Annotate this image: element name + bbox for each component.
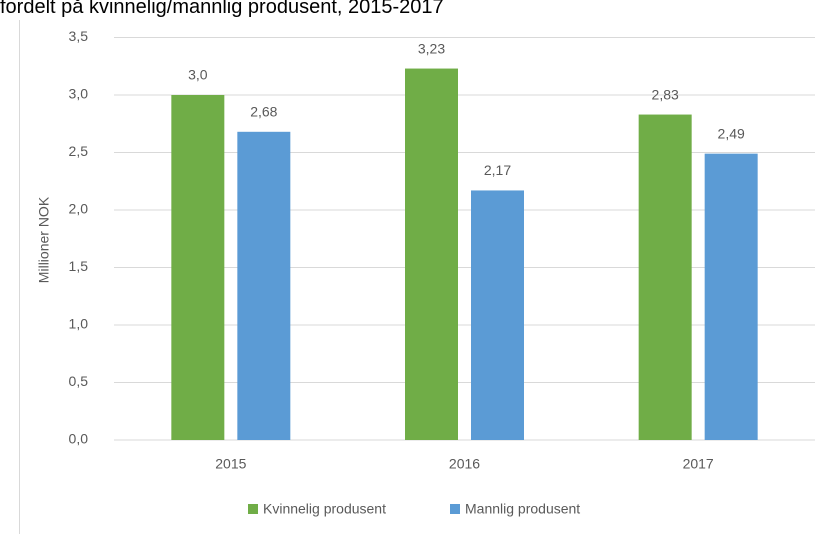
bar [638,114,692,441]
y-tick-label: 1,5 [69,258,89,274]
chart-title: fordelt på kvinnelig/mannlig produsent, … [0,0,444,18]
y-tick-label: 3,5 [69,28,89,44]
data-label: 2,49 [718,125,745,141]
bar [471,190,524,440]
y-tick-label: 0,0 [69,431,89,447]
bar [237,131,291,441]
y-axis-label: Millioner NOK [36,196,52,283]
x-tick-label: 2017 [683,456,714,472]
y-tick-label: 2,5 [69,143,89,159]
data-label: 3,23 [418,40,445,56]
data-label: 2,68 [250,104,277,120]
x-tick-label: 2016 [449,456,480,472]
legend-label: Mannlig produsent [465,501,580,517]
legend-swatch [450,504,460,514]
y-tick-label: 1,0 [69,316,89,332]
y-tick-label: 2,0 [69,201,89,217]
bar [171,95,225,440]
y-tick-label: 0,5 [69,373,89,389]
data-label: 2,17 [484,162,511,178]
bar [704,153,758,440]
legend-label: Kvinnelig produsent [263,501,386,517]
legend-swatch [248,504,258,514]
data-label: 2,83 [652,86,679,102]
x-tick-label: 2015 [215,456,246,472]
bar [405,68,458,441]
y-tick-label: 3,0 [69,86,89,102]
data-label: 3,0 [188,67,208,83]
